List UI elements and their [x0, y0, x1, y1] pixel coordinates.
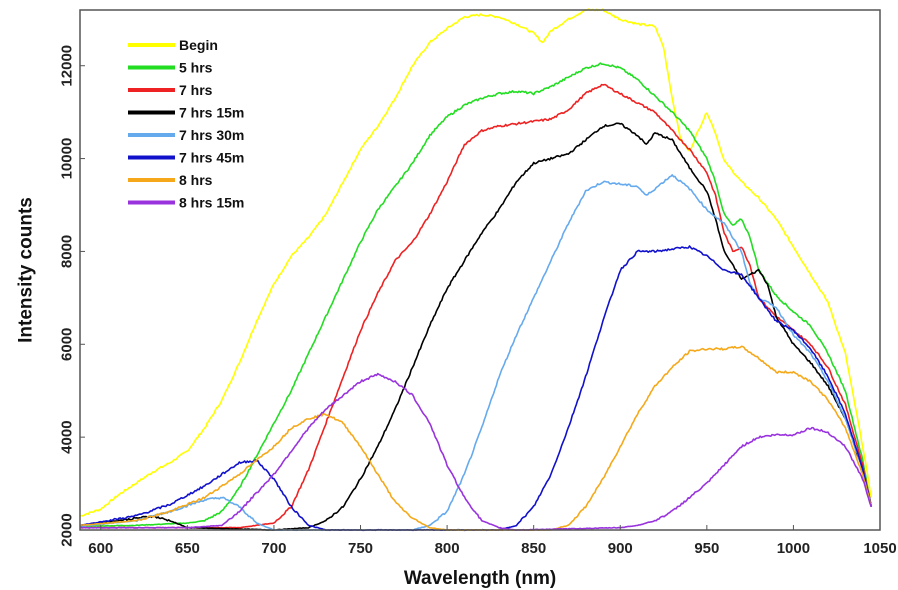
- series-line-4: [80, 174, 873, 532]
- x-tick-label: 850: [521, 540, 546, 557]
- series-line-0: [79, 8, 873, 517]
- y-tick-label: 10000: [59, 138, 76, 180]
- x-axis-title: Wavelength (nm): [404, 568, 556, 589]
- x-tick-label: 900: [608, 540, 633, 557]
- legend-label: 5 hrs: [179, 60, 213, 76]
- legend: Begin 5 hrs 7 hrs 7 hrs 15m 7 hrs 30m 7 hrs 4…: [128, 37, 244, 211]
- x-tick-label: 1000: [777, 540, 810, 557]
- legend-label: 7 hrs 30m: [179, 127, 244, 143]
- series-line-3: [79, 122, 873, 531]
- legend-label: 8 hrs: [179, 172, 213, 188]
- y-tick-label: 2000: [59, 513, 76, 546]
- y-tick-label: 8000: [59, 235, 76, 268]
- legend-label: 7 hrs 45m: [179, 150, 244, 166]
- y-tick-label: 12000: [59, 45, 76, 87]
- y-axis-title: Intensity counts: [16, 197, 37, 343]
- tick-layer: 600 650 700 750 800 850 900 950 1000 1050 2000 4000…: [59, 45, 897, 557]
- x-tick-label: 1050: [863, 540, 896, 557]
- x-tick-label: 750: [348, 540, 373, 557]
- legend-label: 7 hrs 15m: [179, 105, 244, 121]
- x-tick-label: 800: [435, 540, 460, 557]
- legend-label: 8 hrs 15m: [179, 195, 244, 211]
- x-tick-label: 950: [694, 540, 719, 557]
- x-tick-label: 650: [175, 540, 200, 557]
- series-line-7: [79, 372, 873, 531]
- y-tick-label: 6000: [59, 328, 76, 361]
- series-line-1: [79, 62, 873, 528]
- x-tick-label: 700: [261, 540, 286, 557]
- legend-label: Begin: [179, 37, 218, 53]
- x-tick-label: 600: [88, 540, 113, 557]
- plot-frame: [79, 9, 881, 531]
- legend-label: 7 hrs: [179, 82, 213, 98]
- y-tick-label: 4000: [59, 420, 76, 453]
